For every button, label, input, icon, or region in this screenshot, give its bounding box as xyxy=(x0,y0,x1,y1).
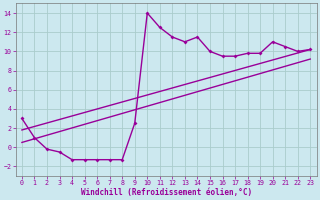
X-axis label: Windchill (Refroidissement éolien,°C): Windchill (Refroidissement éolien,°C) xyxy=(81,188,252,197)
